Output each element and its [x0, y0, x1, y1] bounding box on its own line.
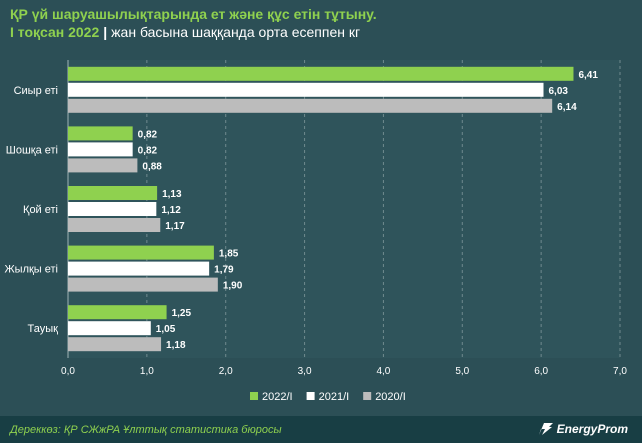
bar: [68, 186, 158, 200]
bar-chart: 6,41 6,03 6,14 0,82 0,82 0,88 1,13 1,12 1,17 1,85…: [5, 60, 627, 403]
x-tick-label: 3,0: [298, 366, 312, 377]
data-label: 1,12: [161, 205, 181, 216]
category-labels: Сиыр еті Шошқа еті Қой еті Жылқы еті Тауық: [5, 85, 59, 335]
x-axis-ticks: 0,0 1,0 2,0 3,0 4,0 5,0 6,0 7,0: [61, 366, 627, 377]
x-tick-label: 4,0: [376, 366, 390, 377]
bar: [68, 142, 133, 157]
data-label: 1,17: [165, 221, 185, 232]
bar: [68, 245, 214, 260]
bar: [68, 98, 553, 113]
bar: [68, 337, 162, 352]
legend-label: 2020/I: [375, 391, 406, 403]
bar: [68, 82, 544, 97]
energyprom-logo-icon: [538, 423, 553, 435]
x-tick-label: 0,0: [61, 366, 75, 377]
data-label: 6,41: [578, 70, 598, 81]
data-label: 1,18: [166, 340, 186, 351]
title-block: ҚР үй шаруашылықтарында ет және құс етін…: [10, 6, 377, 41]
bars: 6,41 6,03 6,14 0,82 0,82 0,88 1,13 1,12 1,17 1,85…: [68, 66, 598, 352]
data-label: 1,25: [172, 308, 192, 319]
data-label: 0,82: [138, 129, 158, 140]
footer-bar: Дереккөз: ҚР СЖжРА Ұлттық статистика бюр…: [0, 416, 642, 443]
data-label: 1,85: [219, 249, 239, 260]
data-label: 0,82: [138, 145, 158, 156]
x-tick-label: 2,0: [219, 366, 233, 377]
category-label: Шошқа еті: [6, 144, 58, 156]
bar: [68, 305, 167, 320]
data-label: 1,79: [214, 265, 234, 276]
category-label: Тауық: [28, 323, 59, 335]
chart-subtitle: I тоқсан 2022 | жан басына шаққанда орта е…: [10, 23, 377, 41]
bar: [68, 158, 138, 173]
bar: [68, 126, 133, 141]
data-label: 6,14: [557, 102, 577, 113]
brand-name: EnergyProm: [556, 422, 628, 436]
source-note: Дереккөз: ҚР СЖжРА Ұлттық статистика бюр…: [10, 424, 282, 436]
legend-label: 2022/I: [262, 391, 293, 403]
data-label: 6,03: [549, 86, 569, 97]
x-tick-label: 1,0: [140, 366, 154, 377]
x-tick-label: 7,0: [613, 366, 627, 377]
category-label: Қой еті: [23, 204, 58, 216]
category-label: Сиыр еті: [14, 85, 58, 97]
title-separator: |: [103, 24, 108, 40]
brand-logo: EnergyProm: [538, 422, 628, 436]
unit-label: жан басына шаққанда орта есеппен кг: [111, 24, 361, 40]
bar: [68, 321, 151, 336]
legend: 2022/I 2021/I 2020/I: [250, 391, 406, 403]
data-label: 1,05: [156, 324, 176, 335]
bar: [68, 66, 574, 81]
legend-swatch: [306, 392, 315, 400]
category-label: Жылқы еті: [5, 264, 59, 276]
data-label: 0,88: [142, 161, 162, 172]
data-label: 1,90: [223, 281, 243, 292]
bar: [68, 202, 157, 216]
period-label: I тоқсан 2022: [10, 24, 100, 40]
legend-swatch: [250, 392, 258, 400]
bar: [68, 261, 210, 276]
legend-swatch: [363, 392, 372, 400]
bar: [68, 218, 161, 232]
data-label: 1,13: [162, 189, 182, 200]
x-tick-label: 6,0: [534, 366, 548, 377]
bar: [68, 277, 218, 292]
chart-title: ҚР үй шаруашылықтарында ет және құс етін…: [10, 6, 377, 22]
x-tick-label: 5,0: [455, 366, 469, 377]
legend-label: 2021/I: [319, 391, 350, 403]
